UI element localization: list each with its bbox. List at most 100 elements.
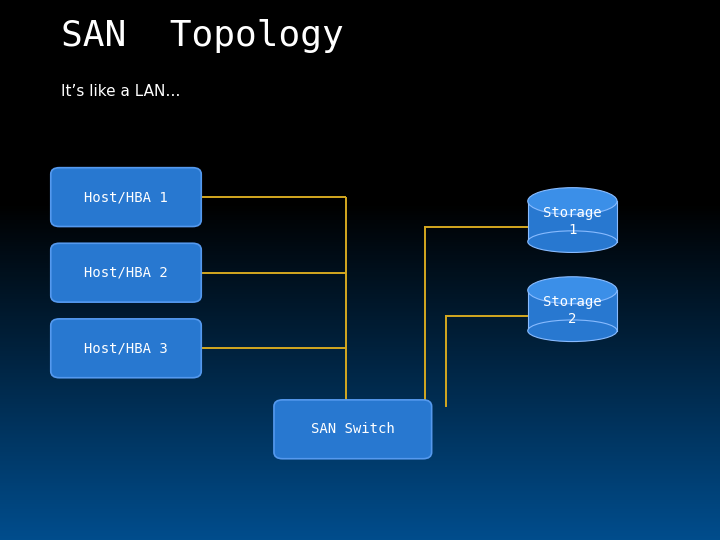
- Bar: [0, 490, 720, 491]
- Bar: [0, 488, 720, 489]
- Bar: [0, 357, 720, 358]
- Bar: [0, 442, 720, 443]
- Bar: [0, 505, 720, 507]
- Bar: [0, 213, 720, 214]
- Bar: [0, 483, 720, 484]
- Bar: [0, 425, 720, 426]
- Bar: [0, 433, 720, 434]
- Bar: [0, 402, 720, 403]
- FancyBboxPatch shape: [50, 319, 201, 378]
- Bar: [0, 293, 720, 294]
- Bar: [0, 239, 720, 240]
- Bar: [0, 334, 720, 335]
- Bar: [0, 456, 720, 457]
- Bar: [0, 453, 720, 454]
- Bar: [0, 337, 720, 338]
- Bar: [0, 499, 720, 500]
- Bar: [0, 523, 720, 524]
- Bar: [0, 275, 720, 276]
- Bar: [0, 211, 720, 212]
- Bar: [0, 295, 720, 296]
- Bar: [0, 301, 720, 302]
- Bar: [0, 251, 720, 252]
- Bar: [0, 356, 720, 357]
- Ellipse shape: [528, 276, 617, 303]
- Bar: [0, 300, 720, 301]
- Bar: [0, 387, 720, 388]
- Bar: [0, 522, 720, 523]
- Bar: [0, 296, 720, 298]
- Bar: [0, 504, 720, 505]
- Bar: [0, 302, 720, 303]
- Bar: [0, 321, 720, 322]
- Bar: [0, 520, 720, 521]
- Bar: [0, 401, 720, 402]
- Bar: [0, 526, 720, 528]
- FancyBboxPatch shape: [50, 243, 201, 302]
- Bar: [0, 266, 720, 267]
- Bar: [0, 328, 720, 329]
- Text: Host/HBA 1: Host/HBA 1: [84, 190, 168, 204]
- Bar: [0, 315, 720, 316]
- Bar: [0, 447, 720, 449]
- Bar: [0, 388, 720, 389]
- Bar: [0, 231, 720, 232]
- Bar: [0, 316, 720, 317]
- Bar: [0, 365, 720, 366]
- Bar: [0, 318, 720, 319]
- Text: It’s like a LAN…: It’s like a LAN…: [61, 84, 181, 99]
- Bar: [0, 423, 720, 424]
- Bar: [0, 462, 720, 463]
- Bar: [0, 265, 720, 266]
- Bar: [0, 393, 720, 394]
- Bar: [0, 531, 720, 532]
- Bar: [0, 409, 720, 410]
- Bar: [0, 276, 720, 278]
- Bar: [0, 528, 720, 529]
- Bar: [0, 353, 720, 354]
- Bar: [0, 215, 720, 217]
- Bar: [0, 280, 720, 281]
- Ellipse shape: [528, 231, 617, 252]
- Bar: [0, 449, 720, 450]
- Bar: [0, 495, 720, 496]
- Bar: [0, 513, 720, 514]
- Bar: [0, 206, 720, 207]
- Bar: [0, 252, 720, 253]
- Bar: [0, 346, 720, 347]
- Bar: [0, 335, 720, 336]
- Bar: [0, 484, 720, 485]
- Bar: [0, 478, 720, 480]
- Bar: [0, 487, 720, 488]
- Bar: [0, 539, 720, 540]
- Text: Host/HBA 2: Host/HBA 2: [84, 266, 168, 280]
- Bar: [0, 320, 720, 321]
- Bar: [0, 279, 720, 280]
- Bar: [0, 510, 720, 511]
- Bar: [0, 341, 720, 342]
- Bar: [0, 267, 720, 268]
- Bar: [0, 241, 720, 242]
- Bar: [0, 476, 720, 477]
- Bar: [0, 323, 720, 325]
- Bar: [0, 210, 720, 211]
- Bar: [0, 284, 720, 285]
- Bar: [0, 348, 720, 349]
- Bar: [0, 330, 720, 332]
- Bar: [0, 496, 720, 497]
- Text: Storage
1: Storage 1: [543, 206, 602, 237]
- Bar: [0, 244, 720, 245]
- Bar: [0, 349, 720, 350]
- Bar: [0, 336, 720, 337]
- Bar: [0, 434, 720, 435]
- Bar: [0, 509, 720, 510]
- Bar: [0, 417, 720, 418]
- Bar: [0, 472, 720, 473]
- Bar: [0, 272, 720, 273]
- Bar: [0, 468, 720, 469]
- Text: SAN  Topology: SAN Topology: [61, 19, 344, 53]
- Bar: [0, 227, 720, 228]
- Bar: [0, 415, 720, 416]
- Bar: [0, 392, 720, 393]
- Bar: [0, 287, 720, 288]
